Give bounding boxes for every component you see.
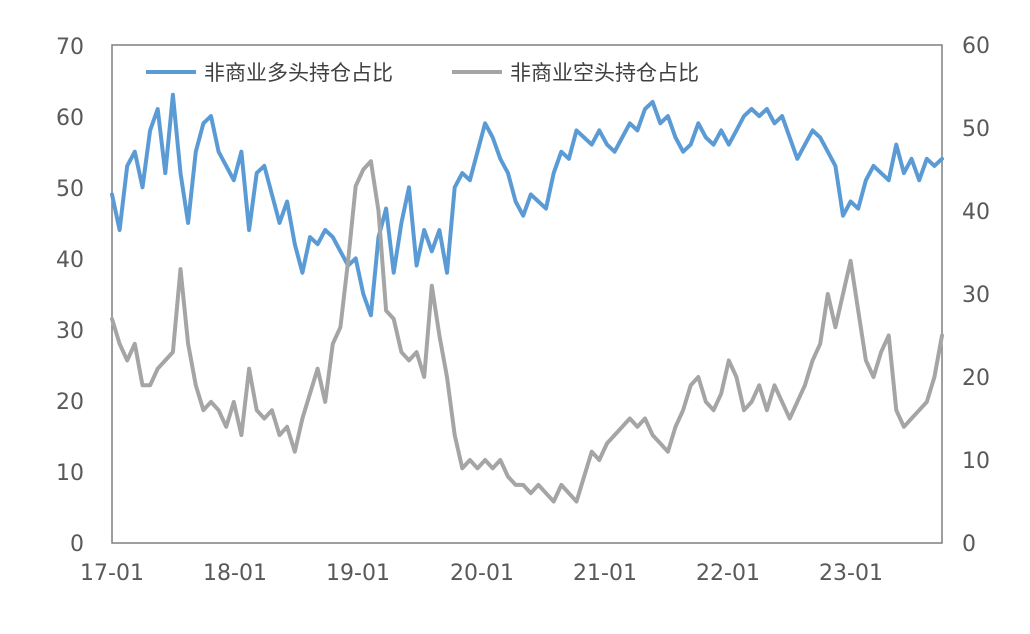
legend-label-long: 非商业多头持仓占比 <box>204 61 393 85</box>
x-tick-18-01: 18-01 <box>203 561 267 586</box>
right-tick-40: 40 <box>962 200 990 225</box>
left-tick-10: 10 <box>56 461 84 486</box>
legend-label-short: 非商业空头持仓占比 <box>510 61 699 85</box>
left-tick-50: 50 <box>56 177 84 202</box>
plot-area <box>111 44 943 544</box>
x-tick-21-01: 21-01 <box>573 561 637 586</box>
left-tick-60: 60 <box>56 106 84 131</box>
right-tick-10: 10 <box>962 449 990 474</box>
right-tick-50: 50 <box>962 117 990 142</box>
right-axis-ticks: 0 10 20 30 40 50 60 <box>962 34 990 557</box>
x-tick-22-01: 22-01 <box>696 561 760 586</box>
series-line-short <box>110 159 944 504</box>
legend: 非商业多头持仓占比 非商业空头持仓占比 <box>146 61 699 85</box>
x-tick-23-01: 23-01 <box>819 561 883 586</box>
x-tick-20-01: 20-01 <box>450 561 514 586</box>
right-tick-60: 60 <box>962 34 990 59</box>
left-tick-30: 30 <box>56 319 84 344</box>
x-axis-ticks: 17-01 18-01 19-01 20-01 21-01 22-01 23-0… <box>80 561 883 586</box>
series-lines <box>110 92 944 504</box>
left-tick-40: 40 <box>56 248 84 273</box>
right-tick-30: 30 <box>962 283 990 308</box>
x-tick-17-01: 17-01 <box>80 561 144 586</box>
series-line-long <box>110 92 944 318</box>
left-tick-70: 70 <box>56 35 84 60</box>
left-tick-20: 20 <box>56 390 84 415</box>
left-axis-ticks: 0 10 20 30 40 50 60 70 <box>56 35 84 557</box>
x-tick-19-01: 19-01 <box>326 561 390 586</box>
right-tick-0: 0 <box>962 532 976 557</box>
left-tick-0: 0 <box>70 532 84 557</box>
right-tick-20: 20 <box>962 366 990 391</box>
